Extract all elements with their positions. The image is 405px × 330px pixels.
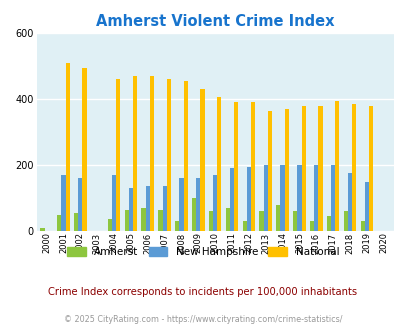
Bar [309,221,313,231]
Bar [347,173,351,231]
Title: Amherst Violent Crime Index: Amherst Violent Crime Index [96,14,334,29]
Bar [66,63,70,231]
Bar [335,101,339,231]
Bar [200,89,204,231]
Bar [175,221,179,231]
Bar [364,182,368,231]
Bar [326,216,330,231]
Bar [330,165,335,231]
Bar [78,178,82,231]
Bar [301,106,305,231]
Bar [296,165,301,231]
Bar [275,205,280,231]
Bar [192,198,196,231]
Bar [74,213,78,231]
Bar [82,68,86,231]
Bar [259,211,263,231]
Legend: Amherst, New Hampshire, National: Amherst, New Hampshire, National [64,244,341,260]
Text: © 2025 CityRating.com - https://www.cityrating.com/crime-statistics/: © 2025 CityRating.com - https://www.city… [64,315,341,324]
Bar [217,97,221,231]
Bar [351,104,356,231]
Bar [183,81,188,231]
Bar [141,208,145,231]
Bar [280,165,284,231]
Bar [145,186,149,231]
Bar [229,168,234,231]
Bar [61,175,66,231]
Bar [208,211,213,231]
Bar [246,167,250,231]
Bar [225,208,229,231]
Bar [133,76,137,231]
Bar [166,79,171,231]
Bar [40,228,45,231]
Bar [284,109,288,231]
Bar [158,210,162,231]
Bar [318,106,322,231]
Bar [234,102,238,231]
Bar [368,106,372,231]
Bar [242,221,246,231]
Bar [107,219,112,231]
Bar [343,211,347,231]
Bar [112,175,116,231]
Bar [360,221,364,231]
Bar [250,102,255,231]
Bar [292,211,296,231]
Bar [179,178,183,231]
Bar [128,188,133,231]
Bar [116,79,120,231]
Bar [149,76,154,231]
Bar [57,214,61,231]
Bar [196,178,200,231]
Bar [213,175,217,231]
Bar [162,186,166,231]
Bar [267,111,271,231]
Bar [124,210,128,231]
Text: Crime Index corresponds to incidents per 100,000 inhabitants: Crime Index corresponds to incidents per… [48,287,357,297]
Bar [263,165,267,231]
Bar [313,165,318,231]
